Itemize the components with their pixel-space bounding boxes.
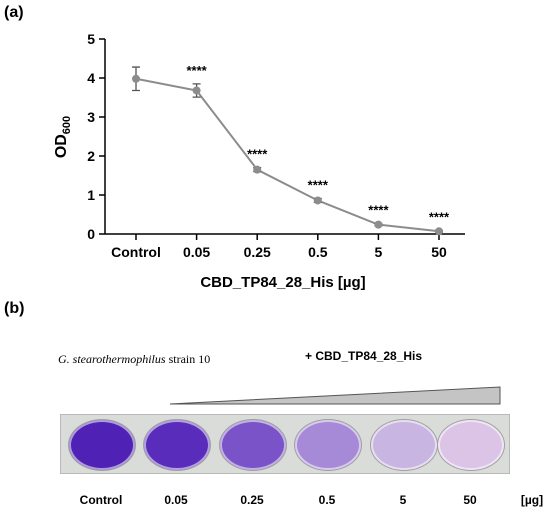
x-axis-title: CBD_TP84_28_His [µg] [200,274,365,291]
culture-well [144,420,210,470]
panel-b-label: (b) [4,300,25,317]
culture-well [220,420,286,470]
data-point [313,196,322,205]
significance-label: **** [247,147,268,162]
significance-label: **** [308,178,329,193]
y-tick-label: 3 [87,109,95,125]
x-tick-label: 5 [375,244,383,260]
y-tick-label: 0 [87,226,95,242]
y-tick-label: 5 [87,31,95,47]
x-tick-label: Control [111,244,161,260]
od600-line-chart: 0 1 2 3 4 5 Control 0.05 0.25 0.5 5 50 **** **** ***… [53,31,465,291]
culture-well [295,420,361,470]
construct-caption: + CBD_TP84_28_His [305,349,423,363]
x-tick-label: 50 [431,244,447,260]
y-tick-label: 2 [87,148,95,164]
concentration-wedge [169,386,501,405]
well-label: Control [79,493,123,507]
data-point [192,86,201,95]
y-axis-title: OD600 [53,116,73,158]
data-point [132,74,140,83]
gradient-wedge [169,386,501,405]
well-plate [60,414,510,474]
y-tick-label: 1 [87,187,95,203]
culture-well [438,420,504,470]
series-line [135,77,440,233]
y-tick-label: 4 [87,70,95,86]
well-label: 5 [399,493,407,507]
well-label: 50 [463,493,477,507]
significance-label: **** [186,63,207,78]
data-point [253,165,262,174]
well-label: 0.05 [164,493,188,507]
x-tick-label: 0.05 [183,244,210,260]
panel-a-label: (a) [4,4,24,21]
culture-well [69,420,135,470]
x-tick-label: 0.5 [308,244,328,260]
strain-caption: G. stearothermophilus strain 10 [58,352,211,366]
data-point [435,227,443,236]
data-point [374,220,383,229]
x-tick-label: 0.25 [244,244,271,260]
well-label: 0.25 [240,493,264,507]
unit-label: [µg] [520,493,544,507]
significance-label: **** [429,209,450,224]
culture-well [371,420,437,470]
well-label: 0.5 [318,493,336,507]
significance-label: **** [368,202,389,217]
